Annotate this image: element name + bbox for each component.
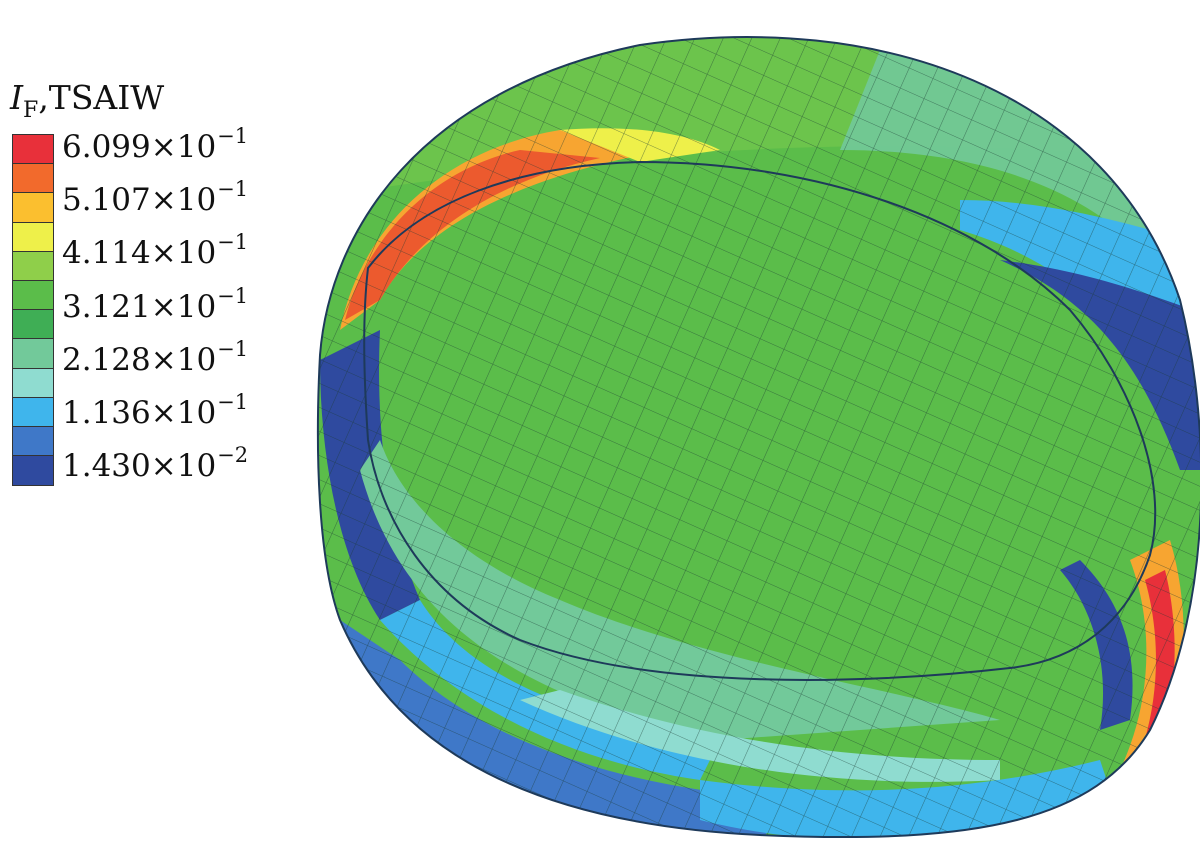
- legend-tick-label: 3.121×10−1: [62, 284, 248, 325]
- legend-swatch: [13, 280, 53, 311]
- tick-exponent: −1: [217, 124, 249, 148]
- legend-color-bar: [12, 134, 54, 487]
- legend-tick-label: 5.107×10−1: [62, 177, 248, 218]
- legend-swatch: [13, 310, 53, 340]
- tick-exponent: −1: [217, 230, 249, 255]
- legend-swatch: [13, 368, 53, 398]
- legend-tick-label: 4.114×10−1: [62, 230, 248, 271]
- tick-exponent: −1: [217, 283, 249, 308]
- tick-mantissa: 3.121×10: [62, 288, 217, 325]
- legend-swatch: [13, 164, 53, 194]
- legend-symbol: I: [10, 78, 24, 117]
- legend-swatch: [13, 339, 53, 369]
- tick-exponent: −2: [217, 443, 249, 468]
- tick-mantissa: 1.136×10: [62, 395, 217, 431]
- legend-swatch: [13, 426, 53, 457]
- legend-tick-label: 1.136×10−1: [62, 390, 248, 431]
- legend-tick-label: 2.128×10−1: [62, 337, 248, 378]
- legend-tick-label: 6.099×10−1: [62, 124, 248, 165]
- tick-mantissa: 2.128×10: [62, 341, 217, 378]
- legend-swatch: [13, 251, 53, 281]
- tick-exponent: −1: [217, 390, 249, 414]
- legend-swatch: [13, 397, 53, 427]
- legend-criterion: ,TSAIW: [38, 78, 165, 117]
- tick-mantissa: 5.107×10: [62, 182, 217, 219]
- legend-title: IF,TSAIW: [10, 78, 164, 123]
- tick-mantissa: 1.430×10: [62, 448, 217, 485]
- legend-tick-label: 1.430×10−2: [62, 443, 248, 484]
- legend-swatch: [13, 222, 53, 252]
- tick-exponent: −1: [217, 177, 249, 202]
- legend-swatch: [13, 193, 53, 223]
- tick-mantissa: 6.099×10: [62, 129, 217, 165]
- legend-subscript: F: [23, 98, 39, 123]
- legend-swatch: [13, 135, 53, 165]
- tick-mantissa: 4.114×10: [62, 235, 217, 272]
- legend-swatch: [13, 456, 53, 486]
- tick-exponent: −1: [217, 336, 249, 361]
